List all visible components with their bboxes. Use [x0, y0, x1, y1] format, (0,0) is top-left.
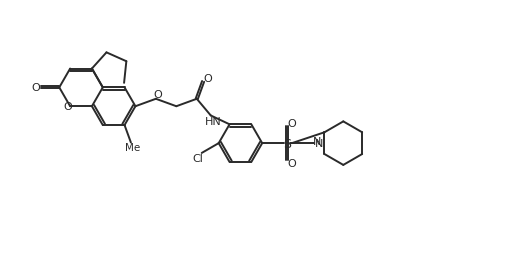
Text: O: O [31, 83, 40, 93]
Text: N: N [312, 137, 321, 147]
Text: N: N [315, 139, 324, 149]
Text: HN: HN [205, 117, 222, 127]
Text: Cl: Cl [192, 153, 203, 163]
Text: O: O [153, 89, 162, 100]
Text: O: O [287, 158, 296, 168]
Text: O: O [64, 102, 73, 112]
Text: Me: Me [125, 143, 141, 153]
Text: S: S [283, 137, 291, 150]
Text: O: O [204, 74, 212, 84]
Text: O: O [287, 119, 296, 129]
